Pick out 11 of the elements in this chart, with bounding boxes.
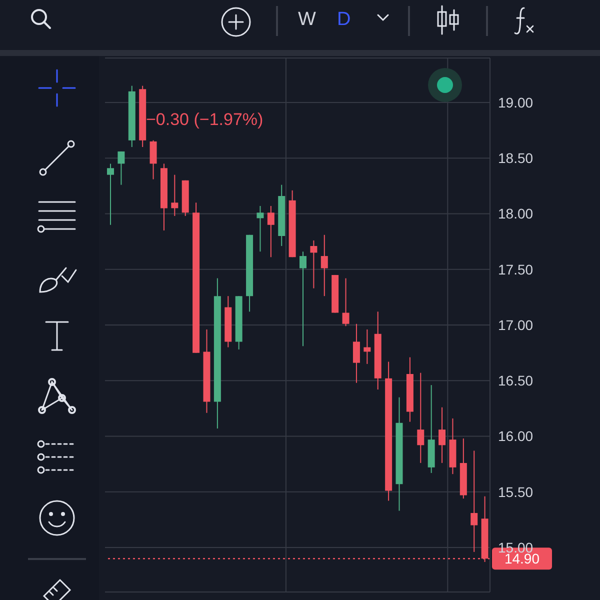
y-tick-label: 17.00	[498, 316, 534, 333]
y-tick-label: 16.50	[498, 372, 534, 389]
annotation: −0.30 (−1.97%)	[146, 110, 264, 130]
y-tick-label: 18.50	[498, 150, 534, 166]
y-tick-label: 17.50	[498, 261, 534, 278]
y-tick-label: 16.00	[498, 428, 534, 444]
y-tick-label: 15.50	[498, 484, 534, 500]
y-tick-label: 19.00	[498, 94, 534, 110]
text: W	[298, 9, 316, 31]
text: D	[337, 9, 351, 31]
y-tick-label: 18.00	[498, 206, 534, 222]
